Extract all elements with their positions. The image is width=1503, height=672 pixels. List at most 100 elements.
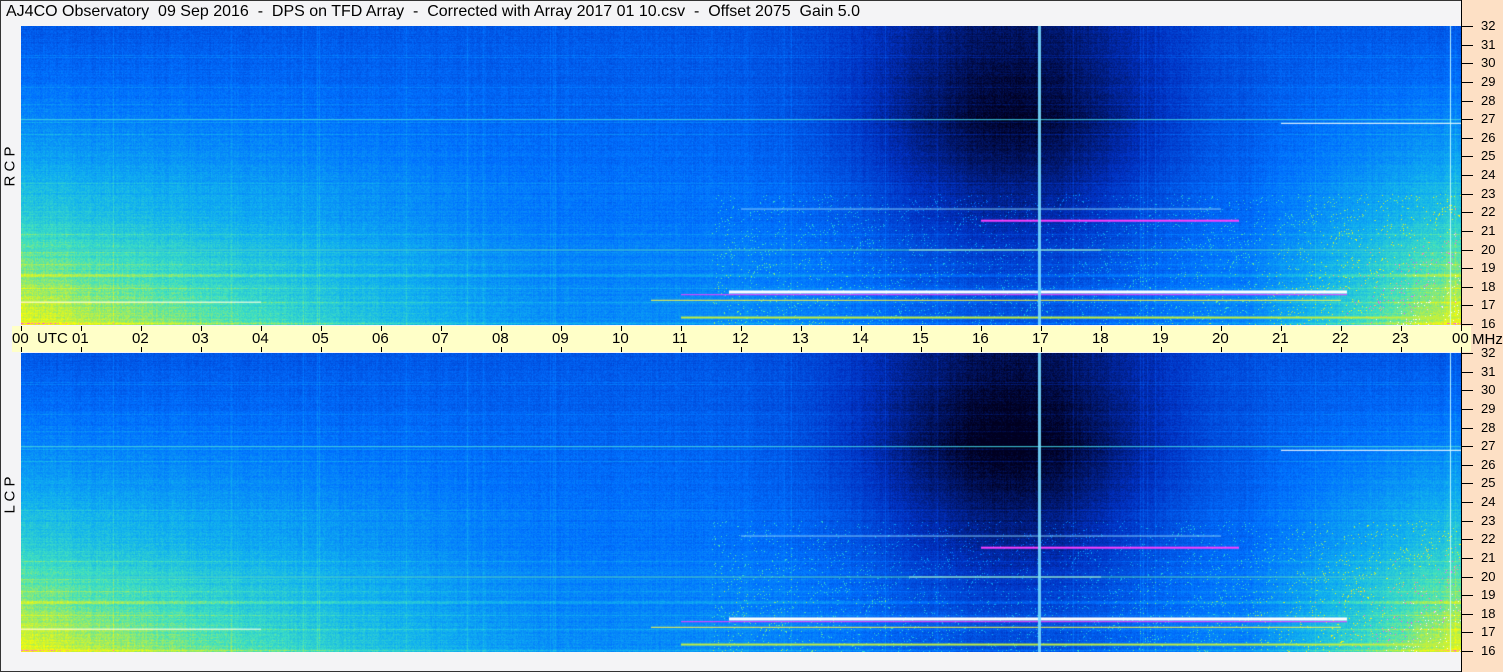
freq-tick-label: 20 — [1481, 242, 1496, 257]
freq-tick-label: 21 — [1481, 550, 1496, 565]
time-tick-mark — [801, 326, 802, 331]
time-tick-label: 20 — [1212, 330, 1229, 347]
freq-tick-label: 30 — [1481, 382, 1496, 397]
time-tick-label: 18 — [1092, 330, 1109, 347]
time-tick-label: 19 — [1152, 330, 1169, 347]
rcp-heatmap-canvas — [21, 26, 1461, 325]
time-tick-mark — [1341, 326, 1342, 331]
time-tick-mark — [1221, 326, 1222, 331]
chart-title: AJ4CO Observatory 09 Sep 2016 - DPS on T… — [6, 3, 861, 20]
time-tick-mark — [441, 347, 442, 352]
freq-tick-mark — [1461, 390, 1473, 391]
freq-tick-label: 16 — [1481, 643, 1496, 658]
time-tick-mark — [21, 347, 22, 352]
time-tick-label: 12 — [732, 330, 749, 347]
freq-tick-label: 28 — [1481, 93, 1496, 108]
time-tick-label: 02 — [132, 330, 149, 347]
time-tick-mark — [561, 326, 562, 331]
freq-tick-mark — [1461, 45, 1473, 46]
freq-tick-label: 26 — [1481, 457, 1496, 472]
time-tick-mark — [1161, 347, 1162, 352]
time-tick-label: 21 — [1272, 330, 1289, 347]
time-tick-label: 16 — [972, 330, 989, 347]
time-tick-mark — [1161, 326, 1162, 331]
freq-tick-mark — [1461, 558, 1473, 559]
time-tick-label: 08 — [492, 330, 509, 347]
time-tick-mark — [1341, 347, 1342, 352]
time-tick-mark — [1101, 347, 1102, 352]
freq-tick-label: 23 — [1481, 513, 1496, 528]
time-tick-label: 17 — [1032, 330, 1049, 347]
freq-tick-mark — [1461, 632, 1473, 633]
time-tick-label: 05 — [312, 330, 329, 347]
freq-tick-mark — [1461, 521, 1473, 522]
time-tick-label: 03 — [192, 330, 209, 347]
freq-tick-label: 22 — [1481, 531, 1496, 546]
rcp-spectrogram — [21, 26, 1461, 325]
time-tick-mark — [561, 347, 562, 352]
freq-tick-mark — [1461, 268, 1473, 269]
freq-tick-mark — [1461, 156, 1473, 157]
time-tick-label: 06 — [372, 330, 389, 347]
freq-tick-mark — [1461, 651, 1473, 652]
time-tick-mark — [381, 326, 382, 331]
time-tick-mark — [381, 347, 382, 352]
time-tick-label: 04 — [252, 330, 269, 347]
freq-tick-label: 28 — [1481, 420, 1496, 435]
freq-tick-label: 21 — [1481, 223, 1496, 238]
time-tick-mark — [921, 347, 922, 352]
freq-tick-mark — [1461, 428, 1473, 429]
freq-tick-label: 22 — [1481, 204, 1496, 219]
freq-tick-mark — [1461, 409, 1473, 410]
time-tick-mark — [21, 326, 22, 331]
utc-label: UTC — [37, 330, 68, 347]
freq-tick-label: 17 — [1481, 297, 1496, 312]
time-tick-mark — [201, 326, 202, 331]
freq-tick-mark — [1461, 305, 1473, 306]
freq-tick-label: 24 — [1481, 167, 1496, 182]
time-tick-mark — [81, 326, 82, 331]
time-tick-mark — [621, 347, 622, 352]
freq-tick-label: 31 — [1481, 364, 1496, 379]
time-tick-mark — [261, 347, 262, 352]
freq-tick-label: 19 — [1481, 260, 1496, 275]
freq-tick-mark — [1461, 82, 1473, 83]
time-tick-label: 23 — [1392, 330, 1409, 347]
freq-tick-mark — [1461, 138, 1473, 139]
time-tick-mark — [801, 347, 802, 352]
freq-tick-label: 29 — [1481, 74, 1496, 89]
time-tick-mark — [321, 347, 322, 352]
time-tick-mark — [441, 326, 442, 331]
freq-tick-mark — [1461, 231, 1473, 232]
time-tick-mark — [201, 347, 202, 352]
lcp-label: L C P — [1, 476, 19, 514]
time-tick-mark — [1401, 326, 1402, 331]
freq-tick-mark — [1461, 26, 1473, 27]
freq-tick-label: 23 — [1481, 186, 1496, 201]
time-tick-label: 15 — [912, 330, 929, 347]
lcp-heatmap-canvas — [21, 353, 1461, 652]
rcp-label: R C P — [1, 146, 19, 187]
time-tick-mark — [981, 347, 982, 352]
freq-tick-mark — [1461, 595, 1473, 596]
time-tick-label: 14 — [852, 330, 869, 347]
freq-tick-label: 25 — [1481, 475, 1496, 490]
time-tick-mark — [1281, 326, 1282, 331]
freq-tick-label: 18 — [1481, 279, 1496, 294]
time-tick-mark — [1461, 326, 1462, 331]
freq-tick-mark — [1461, 614, 1473, 615]
freq-tick-label: 30 — [1481, 55, 1496, 70]
freq-tick-label: 20 — [1481, 569, 1496, 584]
time-tick-mark — [861, 326, 862, 331]
freq-tick-mark — [1461, 287, 1473, 288]
time-tick-label: 22 — [1332, 330, 1349, 347]
freq-tick-label: 24 — [1481, 494, 1496, 509]
freq-tick-label: 32 — [1481, 18, 1496, 33]
time-tick-label: 11 — [672, 330, 688, 347]
time-tick-label: 00 — [1452, 330, 1469, 347]
freq-tick-mark — [1461, 63, 1473, 64]
time-tick-mark — [1281, 347, 1282, 352]
time-tick-mark — [1461, 347, 1462, 352]
freq-tick-mark — [1461, 446, 1473, 447]
time-tick-label: 00 — [12, 330, 29, 347]
